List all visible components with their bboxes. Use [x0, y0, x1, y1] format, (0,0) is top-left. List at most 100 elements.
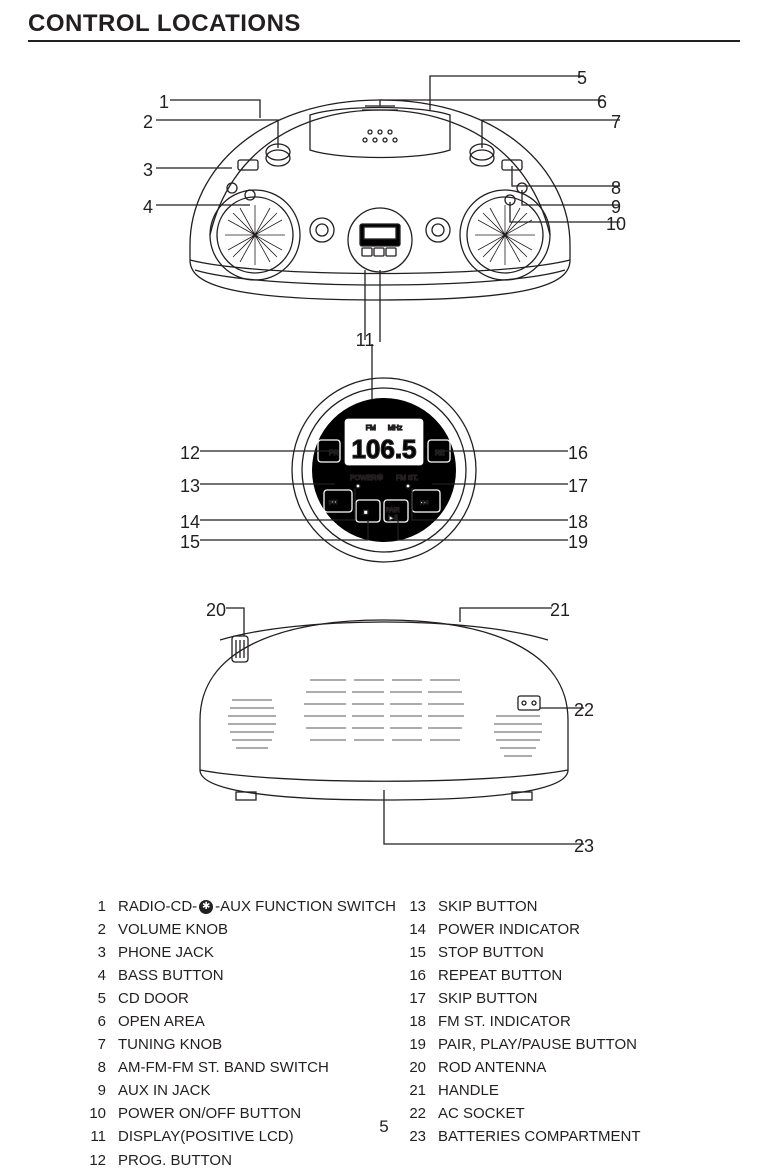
legend-num: 20: [400, 1057, 426, 1079]
svg-text:✱: ✱: [377, 473, 384, 482]
callout-8: 8: [604, 178, 628, 199]
legend-row-13: 13 SKIP BUTTON: [400, 896, 720, 918]
legend-label: VOLUME KNOB: [118, 919, 400, 941]
callout-7: 7: [604, 112, 628, 133]
callout-15: 15: [178, 532, 202, 553]
legend-row-20: 20 ROD ANTENNA: [400, 1057, 720, 1079]
legend-row-18: 18 FM ST. INDICATOR: [400, 1011, 720, 1033]
legend-row-1: 1 RADIO-CD-✱-AUX FUNCTION SWITCH: [80, 896, 400, 918]
legend-num: 14: [400, 919, 426, 941]
legend-num: 2: [80, 919, 106, 941]
legend-row-3: 3 PHONE JACK: [80, 942, 400, 964]
legend-num: 8: [80, 1057, 106, 1079]
callout-4: 4: [136, 197, 160, 218]
callout-14: 14: [178, 512, 202, 533]
legend-num: 16: [400, 965, 426, 987]
fmst-label: FM ST.: [396, 475, 418, 482]
legend-row-6: 6 OPEN AREA: [80, 1011, 400, 1033]
callout-22: 22: [572, 700, 596, 721]
legend-num: 19: [400, 1034, 426, 1056]
legend-row-16: 16 REPEAT BUTTON: [400, 965, 720, 987]
legend-row-9: 9 AUX IN JACK: [80, 1080, 400, 1102]
callout-13: 13: [178, 476, 202, 497]
callout-6: 6: [590, 92, 614, 113]
callout-12: 12: [178, 443, 202, 464]
legend-num: 12: [80, 1150, 106, 1172]
legend-row-17: 17 SKIP BUTTON: [400, 988, 720, 1010]
legend-label: OPEN AREA: [118, 1011, 400, 1033]
legend-label: POWER INDICATOR: [438, 919, 720, 941]
legend-num: 18: [400, 1011, 426, 1033]
legend-label: PHONE JACK: [118, 942, 400, 964]
legend-row-4: 4 BASS BUTTON: [80, 965, 400, 987]
svg-text:RE: RE: [435, 450, 445, 457]
legend-label: TUNING KNOB: [118, 1034, 400, 1056]
callout-17: 17: [566, 476, 590, 497]
boombox-rear-view: [200, 620, 568, 800]
lcd-mode: FM: [366, 425, 376, 432]
svg-text:⏭: ⏭: [420, 497, 428, 507]
title-rule: [28, 40, 740, 42]
legend-num: 6: [80, 1011, 106, 1033]
legend-label: SKIP BUTTON: [438, 988, 720, 1010]
legend-num: 3: [80, 942, 106, 964]
boombox-top-view: [190, 100, 570, 300]
legend-num: 15: [400, 942, 426, 964]
lcd-unit: MHz: [388, 425, 403, 432]
legend-num: 7: [80, 1034, 106, 1056]
lcd-value: 106.5: [351, 434, 416, 464]
legend-num: 4: [80, 965, 106, 987]
legend-row-21: 21 HANDLE: [400, 1080, 720, 1102]
callout-2: 2: [136, 112, 160, 133]
legend-label: AM-FM-FM ST. BAND SWITCH: [118, 1057, 400, 1079]
svg-text:⏮: ⏮: [329, 497, 337, 507]
legend-label: PAIR, PLAY/PAUSE BUTTON: [438, 1034, 720, 1056]
legend-num: 9: [80, 1080, 106, 1102]
pair-label: PAIR: [386, 508, 400, 514]
legend-row-8: 8 AM-FM-FM ST. BAND SWITCH: [80, 1057, 400, 1079]
svg-text:FM MHz: FM MHz: [366, 425, 403, 432]
callout-23: 23: [572, 836, 596, 857]
svg-text:■: ■: [363, 507, 368, 517]
legend-row-12: 12 PROG. BUTTON: [80, 1150, 400, 1172]
legend-label: RADIO-CD-✱-AUX FUNCTION SWITCH: [118, 896, 400, 918]
svg-text:PR: PR: [329, 450, 339, 457]
legend-num: 13: [400, 896, 426, 918]
legend-label: HANDLE: [438, 1080, 720, 1102]
svg-text:▶Ⅱ: ▶Ⅱ: [389, 515, 398, 522]
legend-label: PROG. BUTTON: [118, 1150, 400, 1172]
legend-num: 5: [80, 988, 106, 1010]
legend-label: SKIP BUTTON: [438, 896, 720, 918]
display-closeup-view: FM MHz 106.5 POWER ✱ FM ST. PR RE ⏮ ■ PA…: [292, 378, 476, 562]
legend-label: REPEAT BUTTON: [438, 965, 720, 987]
legend-row-5: 5 CD DOOR: [80, 988, 400, 1010]
legend-label: FM ST. INDICATOR: [438, 1011, 720, 1033]
callout-3: 3: [136, 160, 160, 181]
callout-21: 21: [548, 600, 572, 621]
callout-10: 10: [604, 214, 628, 235]
callout-5: 5: [570, 68, 594, 89]
callout-18: 18: [566, 512, 590, 533]
control-location-diagram: FM MHz 106.5 POWER ✱ FM ST. PR RE ⏮ ■ PA…: [0, 0, 768, 880]
legend-row-15: 15 STOP BUTTON: [400, 942, 720, 964]
legend-num: 21: [400, 1080, 426, 1102]
callout-11: 11: [353, 330, 377, 351]
legend-label: BASS BUTTON: [118, 965, 400, 987]
legend-label: ROD ANTENNA: [438, 1057, 720, 1079]
power-label: POWER: [350, 475, 376, 482]
callout-1: 1: [152, 92, 176, 113]
legend-num: 17: [400, 988, 426, 1010]
callout-20: 20: [204, 600, 228, 621]
legend-num: 1: [80, 896, 106, 918]
callout-19: 19: [566, 532, 590, 553]
legend-row-7: 7 TUNING KNOB: [80, 1034, 400, 1056]
legend-row-19: 19 PAIR, PLAY/PAUSE BUTTON: [400, 1034, 720, 1056]
bluetooth-icon: ✱: [199, 900, 213, 914]
callout-16: 16: [566, 443, 590, 464]
page-number: 5: [0, 1117, 768, 1137]
legend-label: CD DOOR: [118, 988, 400, 1010]
legend-label: AUX IN JACK: [118, 1080, 400, 1102]
legend-label: STOP BUTTON: [438, 942, 720, 964]
page-title: CONTROL LOCATIONS: [28, 10, 301, 38]
legend-row-14: 14 POWER INDICATOR: [400, 919, 720, 941]
